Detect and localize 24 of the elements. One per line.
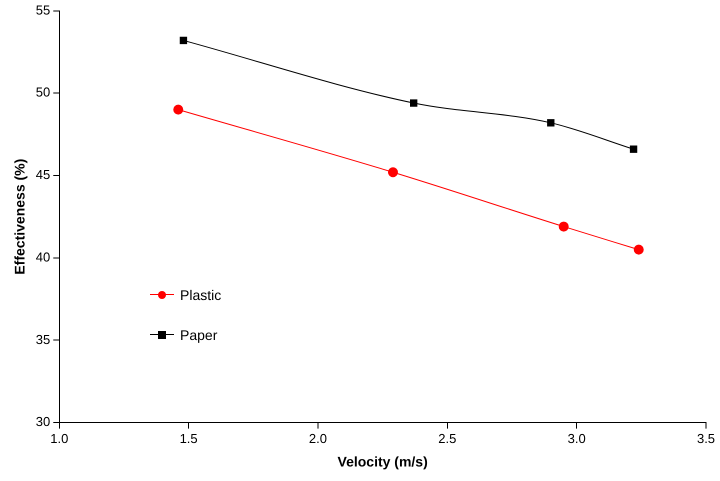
y-tick-label: 40 [36, 249, 50, 264]
y-tick-label: 50 [36, 84, 50, 100]
legend-label: Paper [180, 327, 218, 343]
x-tick-label: 2.0 [308, 430, 327, 446]
point [388, 167, 398, 178]
point [547, 119, 554, 126]
y-tick-label: 45 [36, 167, 50, 182]
point [173, 104, 184, 115]
y-tick-label: 55 [36, 2, 50, 18]
y-tick-label: 30 [36, 414, 50, 430]
x-axis-title: Velocity (m/s) [337, 453, 428, 470]
y-tick-label: 35 [36, 332, 50, 347]
point [634, 244, 644, 255]
point [180, 36, 188, 44]
point [630, 145, 638, 153]
x-tick-label: 3.0 [568, 430, 586, 446]
x-tick-label: 1.5 [180, 430, 198, 446]
y-axis-title: Effectiveness (%) [11, 158, 28, 275]
x-tick-label: 3.5 [696, 430, 716, 446]
x-tick-label: 2.5 [438, 430, 456, 446]
x-tick-label: 1.0 [50, 430, 68, 446]
point [410, 99, 418, 107]
point [558, 222, 569, 232]
legend-label: Plastic [180, 287, 222, 303]
